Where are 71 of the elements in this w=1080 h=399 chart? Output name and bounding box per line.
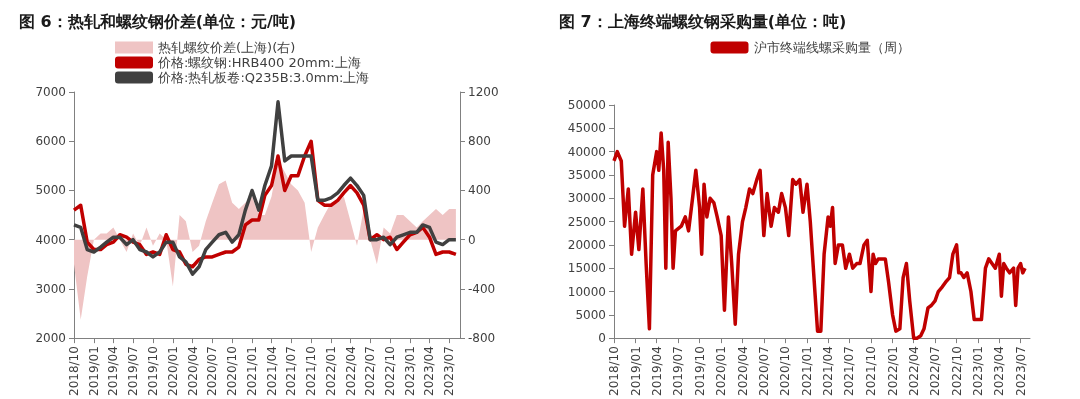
y2-tick-label: 400 [468, 183, 491, 198]
x-tick-label: 2022/07 [928, 346, 943, 397]
x-tick-label: 2018/10 [607, 346, 621, 397]
y2-tick-label: 1200 [468, 85, 499, 99]
y-tick-label: 25000 [567, 214, 606, 229]
x-tick-label: 2022/04 [906, 346, 921, 397]
x-tick-label: 2022/01 [324, 346, 339, 397]
x-tick-label: 2020/01 [165, 346, 180, 397]
y-tick-label: 45000 [567, 121, 606, 136]
x-tick-label: 2020/01 [714, 346, 729, 397]
y-tick-label: 0 [598, 331, 606, 346]
x-tick-label: 2023/01 [971, 346, 986, 397]
legend-label: 价格:热轧板卷:Q235B:3.0mm:上海 [157, 70, 370, 85]
x-tick-label: 2022/04 [343, 346, 358, 397]
x-tick-label: 2022/01 [885, 346, 900, 397]
x-tick-label: 2021/07 [284, 346, 299, 397]
legend-label: 沪市终端线螺采购量（周） [753, 40, 910, 55]
y2-tick-label: -800 [468, 331, 496, 346]
x-tick-label: 2019/10 [145, 346, 160, 397]
y-tick-label: 40000 [567, 144, 606, 159]
x-tick-label: 2019/10 [692, 346, 707, 397]
y2-tick-label: 0 [468, 232, 476, 247]
y-tick-label: 10000 [567, 284, 606, 299]
y-tick-label: 20000 [567, 237, 606, 252]
x-tick-label: 2021/01 [799, 346, 814, 397]
y-tick-label: 2000 [35, 331, 66, 346]
chart-title: 图 7：上海终端螺纹钢采购量(单位：吨) [559, 11, 847, 31]
x-tick-label: 2021/04 [821, 346, 836, 397]
x-tick-label: 2020/04 [185, 346, 200, 397]
x-tick-label: 2021/10 [864, 346, 879, 397]
x-tick-label: 2022/07 [363, 346, 378, 397]
x-tick-label: 2019/07 [671, 346, 686, 397]
x-tick-label: 2021/10 [304, 346, 319, 397]
x-tick-label: 2023/04 [992, 346, 1007, 397]
y-tick-label: 6000 [35, 134, 66, 149]
x-tick-label: 2019/07 [126, 346, 141, 397]
x-tick-label: 2023/07 [1013, 346, 1028, 397]
x-tick-label: 2022/10 [949, 346, 964, 397]
y-tick-label: 7000 [35, 85, 66, 99]
legend-label: 价格:螺纹钢:HRB400 20mm:上海 [157, 55, 361, 70]
line-series [612, 131, 1027, 340]
x-tick-label: 2023/07 [442, 346, 457, 397]
x-tick-label: 2021/01 [245, 346, 260, 397]
x-tick-label: 2021/04 [264, 346, 279, 397]
y-tick-label: 15000 [567, 261, 606, 276]
x-tick-label: 2019/01 [628, 346, 643, 397]
y-tick-label: 50000 [567, 98, 606, 112]
x-tick-label: 2020/07 [756, 346, 771, 397]
y-tick-label: 5000 [35, 183, 66, 198]
y-tick-label: 3000 [35, 281, 66, 296]
y2-tick-label: 800 [468, 134, 491, 149]
x-tick-label: 2018/10 [67, 346, 81, 397]
x-tick-label: 2020/07 [205, 346, 220, 397]
y-tick-label: 4000 [35, 232, 66, 247]
x-tick-label: 2019/01 [86, 346, 101, 397]
x-tick-label: 2019/04 [106, 346, 121, 397]
x-tick-label: 2023/04 [422, 346, 437, 397]
y-tick-label: 30000 [567, 191, 606, 206]
x-tick-label: 2019/04 [649, 346, 664, 397]
x-tick-label: 2021/07 [842, 346, 857, 397]
y-tick-label: 35000 [567, 167, 606, 182]
y2-tick-label: -400 [468, 281, 496, 296]
line-series [72, 100, 458, 276]
x-tick-label: 2020/10 [225, 346, 240, 397]
x-tick-label: 2020/10 [778, 346, 793, 397]
x-tick-label: 2022/10 [383, 346, 398, 397]
y-tick-label: 5000 [575, 307, 606, 322]
x-tick-label: 2023/01 [403, 346, 418, 397]
chart-title: 图 6：热轧和螺纹钢价差(单位：元/吨) [19, 11, 297, 31]
legend-label: 热轧螺纹价差(上海)(右) [158, 40, 296, 55]
x-tick-label: 2020/04 [735, 346, 750, 397]
